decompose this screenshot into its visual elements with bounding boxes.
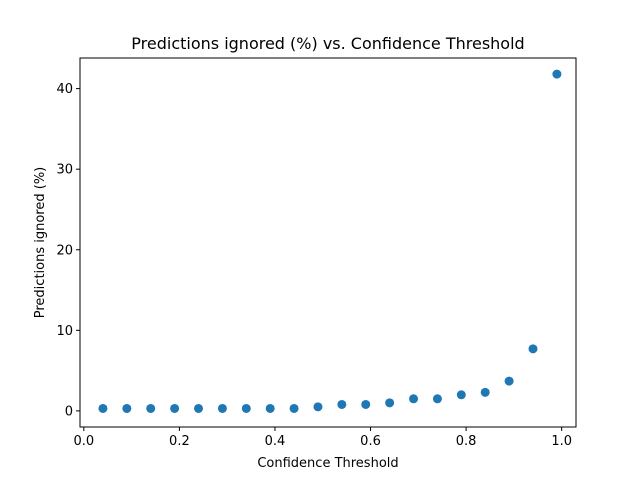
y-tick-label: 30 [56, 163, 73, 178]
data-point [337, 399, 347, 409]
data-point [432, 394, 442, 404]
x-tick-label: 0.6 [360, 434, 381, 449]
data-point [313, 402, 323, 412]
y-axis-label: Predictions ignored (%) [33, 167, 48, 318]
x-tick-label: 1.0 [551, 434, 572, 449]
data-point [528, 344, 538, 354]
x-tick-label: 0.4 [265, 434, 286, 449]
y-tick-label: 10 [56, 324, 73, 339]
x-tick-label: 0.2 [169, 434, 190, 449]
x-axis-ticks: 0.0 0.2 0.4 0.6 0.8 1.0 [73, 427, 572, 449]
plot-area-frame [79, 57, 577, 428]
x-tick-label: 0.0 [73, 434, 94, 449]
data-point [194, 403, 204, 413]
data-point [552, 69, 562, 79]
data-point [98, 403, 108, 413]
data-point [385, 398, 395, 408]
y-tick-label: 20 [56, 243, 73, 258]
y-axis-ticks: 0 10 20 30 40 [56, 82, 80, 419]
data-point [361, 399, 371, 409]
data-points [98, 69, 562, 413]
data-point [480, 387, 490, 397]
y-tick-label: 0 [65, 404, 73, 419]
data-point [146, 403, 156, 413]
chart-title: Predictions ignored (%) vs. Confidence T… [131, 34, 524, 53]
data-point [504, 376, 514, 386]
data-point [241, 403, 251, 413]
data-point [456, 390, 466, 400]
data-point [217, 403, 227, 413]
data-point [409, 394, 419, 404]
x-axis-label: Confidence Threshold [257, 456, 398, 471]
data-point [265, 403, 275, 413]
x-tick-label: 0.8 [456, 434, 477, 449]
data-point [289, 403, 299, 413]
data-point [170, 403, 180, 413]
y-tick-label: 40 [56, 82, 73, 97]
data-point [122, 403, 132, 413]
